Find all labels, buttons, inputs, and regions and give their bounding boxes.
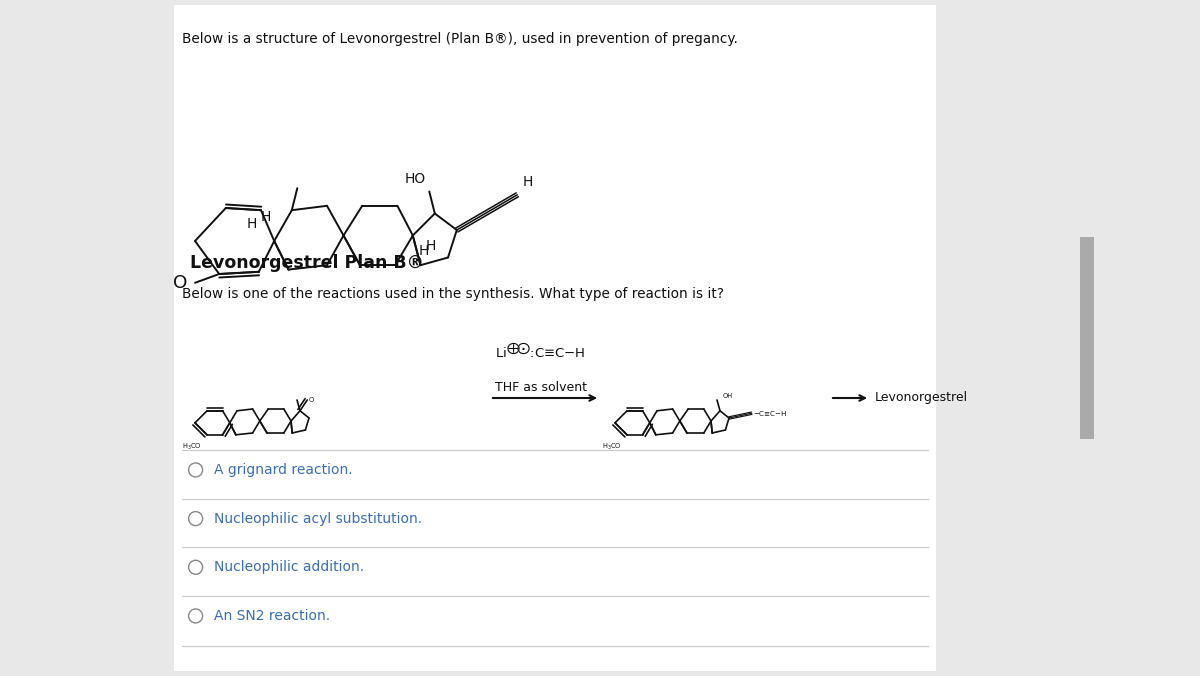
Text: An SN2 reaction.: An SN2 reaction. xyxy=(214,609,330,623)
Text: H: H xyxy=(419,244,428,258)
Text: H: H xyxy=(426,239,437,253)
Text: Levonorgestrel Plan B®: Levonorgestrel Plan B® xyxy=(190,254,424,272)
Text: H: H xyxy=(260,210,270,224)
Text: H: H xyxy=(523,175,533,189)
Text: Li$^{\bigoplus\!\!\bigodot}$:C≡C$-$H: Li$^{\bigoplus\!\!\bigodot}$:C≡C$-$H xyxy=(496,342,586,361)
Text: O: O xyxy=(310,397,314,403)
Text: THF as solvent: THF as solvent xyxy=(496,381,587,394)
Text: H: H xyxy=(247,218,257,231)
Text: $-$C≡C$-$H: $-$C≡C$-$H xyxy=(754,409,787,418)
Text: A grignard reaction.: A grignard reaction. xyxy=(214,463,353,477)
Text: O: O xyxy=(173,274,187,292)
Text: Below is a structure of Levonorgestrel (Plan B®), used in prevention of pregancy: Below is a structure of Levonorgestrel (… xyxy=(182,32,738,47)
Text: Levonorgestrel: Levonorgestrel xyxy=(875,391,968,404)
Text: H$_3$CO: H$_3$CO xyxy=(182,442,202,452)
Bar xyxy=(174,5,936,671)
Text: Below is one of the reactions used in the synthesis. What type of reaction is it: Below is one of the reactions used in th… xyxy=(182,287,725,301)
Text: H$_3$CO: H$_3$CO xyxy=(602,442,623,452)
Text: OH: OH xyxy=(722,393,733,399)
Text: Nucleophilic addition.: Nucleophilic addition. xyxy=(214,560,364,575)
Text: Nucleophilic acyl substitution.: Nucleophilic acyl substitution. xyxy=(214,512,421,526)
Bar xyxy=(1080,237,1094,439)
Text: HO: HO xyxy=(404,172,426,186)
